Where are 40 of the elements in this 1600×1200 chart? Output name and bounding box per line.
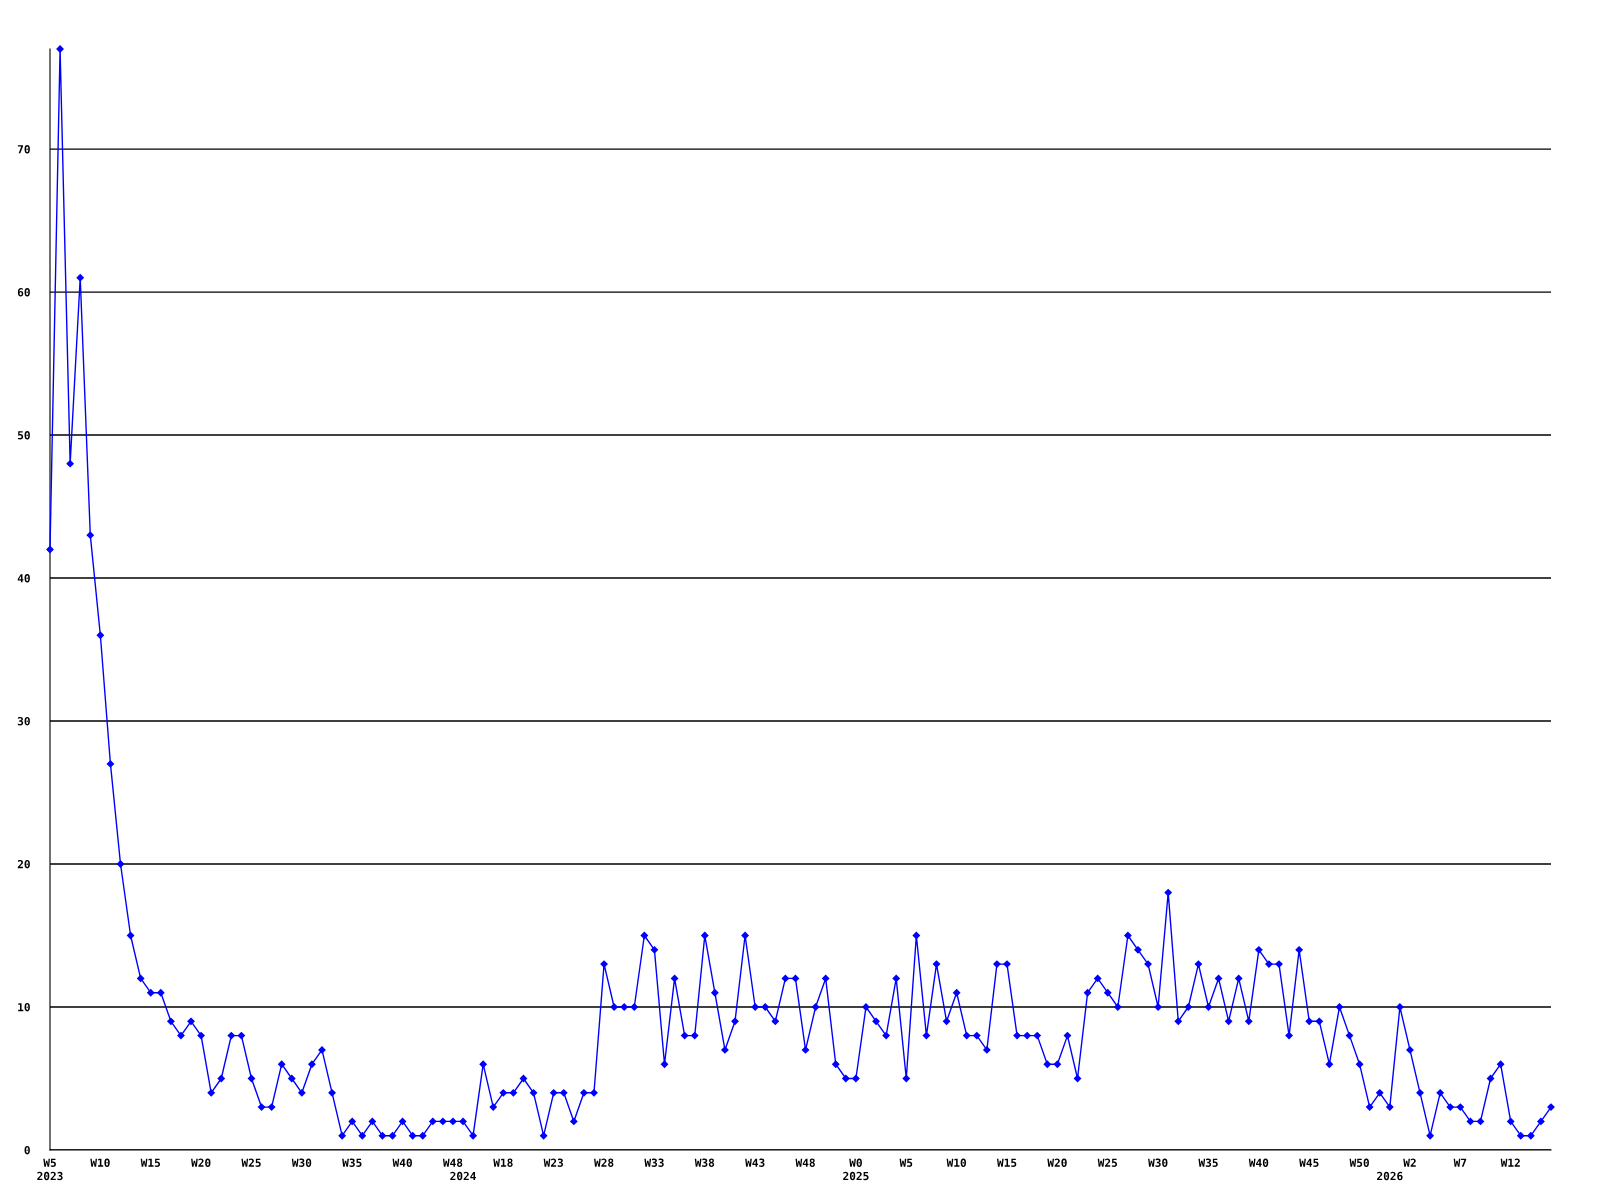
x-tick-label: W33 [644, 1158, 664, 1167]
x-tick-label: W43 [745, 1158, 765, 1167]
y-tick-label: 10 [18, 1002, 30, 1012]
x-tick-label: W48 [442, 1158, 463, 1167]
y-tick-label: 0 [24, 1145, 30, 1155]
x-tick-label: W30 [1148, 1158, 1168, 1167]
y-tick-label: 40 [17, 574, 30, 583]
x-tick-label: W2 [1403, 1158, 1416, 1167]
x-tick-label: W35 [342, 1158, 362, 1167]
x-tick-label: W20 [191, 1158, 211, 1167]
x-tick-label: W15 [140, 1158, 161, 1167]
x-tick-label: 2026 [1377, 1171, 1403, 1181]
x-tick-label: W7 [1453, 1158, 1467, 1167]
x-tick-label: W40 [392, 1158, 412, 1167]
y-tick-label: 50 [17, 431, 30, 440]
x-tick-label: W25 [241, 1158, 261, 1167]
x-tick-label: W10 [90, 1158, 110, 1167]
x-tick-label: W5 [899, 1158, 913, 1167]
x-tick-label: W0 2025 [843, 1158, 869, 1181]
x-tick-label: W15 [996, 1158, 1017, 1167]
y-tick-label: 30 [17, 717, 30, 726]
y-tick-label: 20 [17, 860, 30, 869]
x-tick-label: 2024 [450, 1171, 476, 1181]
x-tick-label: W30 [291, 1158, 312, 1167]
y-tick-label: 70 [17, 145, 30, 154]
y-tick-label: 60 [17, 288, 30, 297]
x-tick-label: W10 [946, 1158, 967, 1167]
x-tick-label: W35 [1198, 1158, 1218, 1167]
x-tick-label: W20 [1047, 1158, 1067, 1167]
x-tick-label: W28 [594, 1158, 614, 1167]
x-tick-label: W48 [795, 1158, 815, 1167]
x-tick-label: W38 [694, 1158, 715, 1167]
x-tick-label: W50 [1349, 1158, 1369, 1167]
x-tick-label: W23 [543, 1158, 564, 1167]
x-tick-label: W45 [1299, 1158, 1319, 1167]
x-tick-label: W25 [1097, 1158, 1118, 1167]
x-tick-label: W18 [493, 1158, 513, 1167]
x-tick-label: W12 [1500, 1158, 1520, 1167]
x-tick-label: W5 2023 [37, 1158, 63, 1181]
x-tick-label: W40 [1248, 1158, 1269, 1167]
